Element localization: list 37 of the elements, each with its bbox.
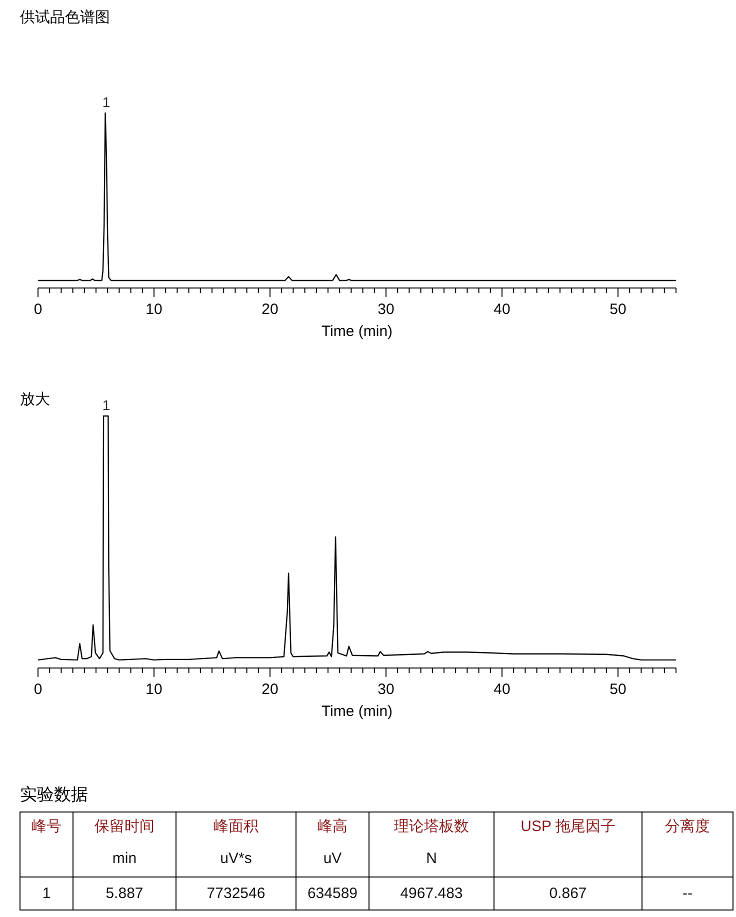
chart-title: 供试品色谱图 bbox=[20, 9, 110, 26]
text: 7732546 bbox=[206, 885, 266, 902]
x-tick-label: 0 bbox=[34, 681, 42, 698]
text: 634589 bbox=[307, 885, 358, 902]
category-label: 理论塔板数 bbox=[394, 818, 469, 835]
category-label: 峰高 bbox=[318, 818, 348, 835]
annotation: 1 bbox=[102, 397, 110, 413]
text: 0.867 bbox=[549, 885, 587, 902]
category-label: 峰号 bbox=[32, 818, 62, 835]
x-tick-label: 30 bbox=[378, 301, 394, 318]
x-axis-title: Time (min) bbox=[321, 323, 393, 340]
text: 实验数据 bbox=[20, 785, 88, 804]
text: 4967.483 bbox=[400, 885, 463, 902]
x-tick-label: 40 bbox=[494, 301, 510, 318]
x-tick-label: 10 bbox=[146, 681, 162, 698]
text: -- bbox=[682, 885, 692, 902]
text: 5.887 bbox=[106, 885, 144, 902]
chart-title: 放大 bbox=[20, 391, 50, 408]
category-label: 峰面积 bbox=[214, 818, 258, 835]
x-tick-label: 50 bbox=[610, 301, 626, 318]
category-label: USP 拖尾因子 bbox=[520, 818, 616, 835]
x-tick-label: 10 bbox=[146, 301, 162, 318]
x-tick-label: 40 bbox=[494, 681, 510, 698]
category-label: 保留时间 bbox=[94, 818, 154, 835]
x-axis-title: Time (min) bbox=[321, 703, 393, 720]
text: N bbox=[426, 850, 437, 867]
text: 1 bbox=[42, 885, 51, 902]
text: uV bbox=[323, 850, 342, 867]
x-tick-label: 0 bbox=[34, 301, 42, 318]
x-tick-label: 20 bbox=[262, 681, 278, 698]
text: uV*s bbox=[220, 850, 252, 867]
category-label: 分离度 bbox=[665, 818, 710, 835]
annotation: 1 bbox=[102, 94, 110, 110]
x-tick-label: 30 bbox=[378, 681, 394, 698]
x-tick-label: 50 bbox=[610, 681, 626, 698]
text: min bbox=[112, 850, 137, 867]
x-tick-label: 20 bbox=[262, 301, 278, 318]
